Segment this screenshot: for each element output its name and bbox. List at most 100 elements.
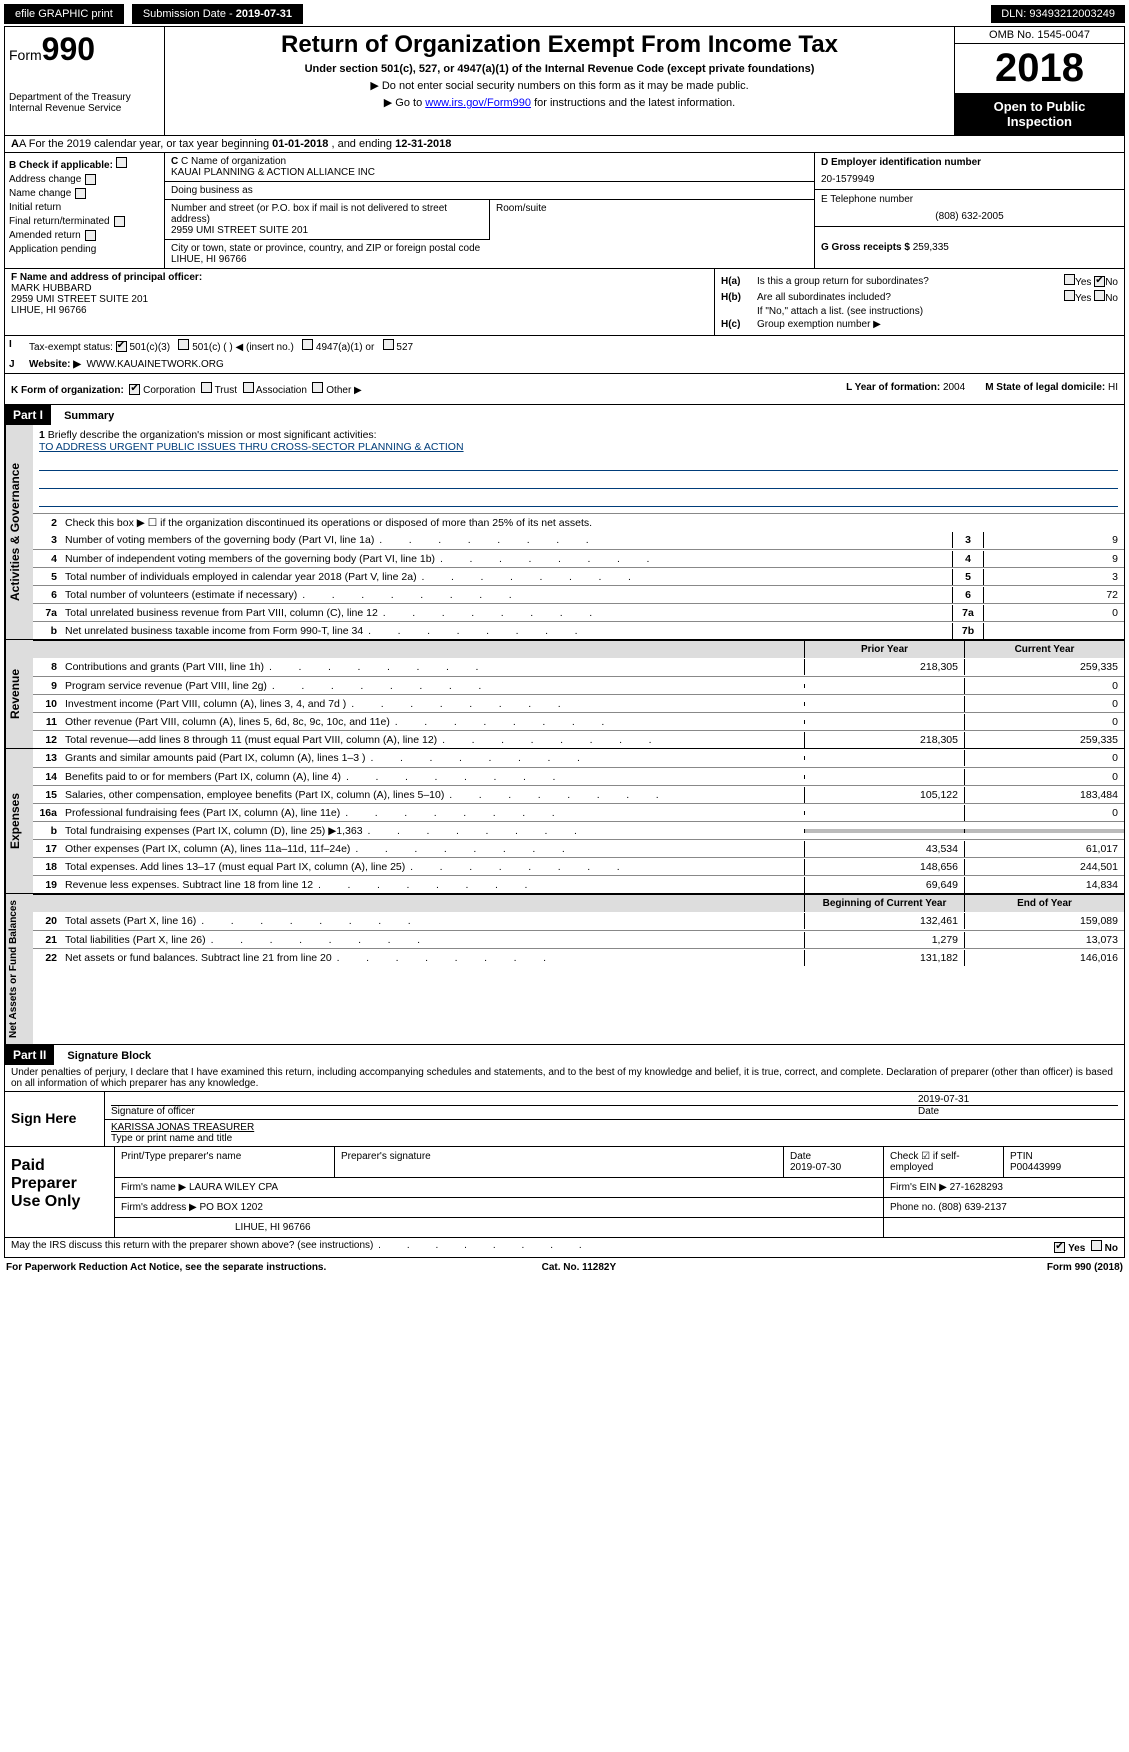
sign-here-label: Sign Here bbox=[5, 1092, 105, 1146]
checkbox-icon[interactable] bbox=[312, 382, 323, 393]
footer-cat: Cat. No. 11282Y bbox=[542, 1262, 616, 1273]
cb-address-change[interactable]: Address change bbox=[9, 174, 160, 185]
revenue-label: Revenue bbox=[5, 640, 33, 748]
cb-initial-return[interactable]: Initial return bbox=[9, 202, 160, 213]
form-number: Form990 bbox=[9, 31, 160, 68]
row-fh: F Name and address of principal officer:… bbox=[4, 269, 1125, 336]
h-b-note: If "No," attach a list. (see instruction… bbox=[721, 306, 1118, 317]
checkbox-icon[interactable] bbox=[1091, 1240, 1102, 1251]
org-name: KAUAI PLANNING & ACTION ALLIANCE INC bbox=[171, 167, 808, 178]
revenue-line: 10Investment income (Part VIII, column (… bbox=[33, 694, 1124, 712]
open-public: Open to Public Inspection bbox=[955, 93, 1124, 135]
cb-amended[interactable]: Amended return bbox=[9, 230, 160, 241]
expense-line: bTotal fundraising expenses (Part IX, co… bbox=[33, 821, 1124, 839]
header-right: OMB No. 1545-0047 2018 Open to Public In… bbox=[954, 27, 1124, 135]
checkbox-checked-icon[interactable] bbox=[116, 341, 127, 352]
expense-line: 18Total expenses. Add lines 13–17 (must … bbox=[33, 857, 1124, 875]
omb-number: OMB No. 1545-0047 bbox=[955, 27, 1124, 44]
summary-line: 6Total number of volunteers (estimate if… bbox=[33, 585, 1124, 603]
expense-line: 16aProfessional fundraising fees (Part I… bbox=[33, 803, 1124, 821]
governance-section: Activities & Governance 1 Briefly descri… bbox=[4, 425, 1125, 640]
room-label: Room/suite bbox=[496, 203, 808, 214]
name-label: C C Name of organization bbox=[171, 156, 808, 167]
revenue-line: 12Total revenue—add lines 8 through 11 (… bbox=[33, 730, 1124, 748]
ein-label: D Employer identification number bbox=[821, 157, 981, 168]
city-label: City or town, state or province, country… bbox=[171, 243, 808, 254]
department: Department of the Treasury Internal Reve… bbox=[9, 92, 160, 114]
header-center: Return of Organization Exempt From Incom… bbox=[165, 27, 954, 135]
form-header: Form990 Department of the Treasury Inter… bbox=[4, 26, 1125, 136]
street: 2959 UMI STREET SUITE 201 bbox=[171, 225, 483, 236]
col-h: H(a) Is this a group return for subordin… bbox=[714, 269, 1124, 335]
checkbox-checked-icon[interactable] bbox=[129, 384, 140, 395]
checkbox-icon[interactable] bbox=[243, 382, 254, 393]
paid-label: Paid Preparer Use Only bbox=[5, 1147, 115, 1237]
cb-pending[interactable]: Application pending bbox=[9, 244, 160, 255]
paid-preparer-row: Paid Preparer Use Only Print/Type prepar… bbox=[5, 1146, 1124, 1237]
footer: For Paperwork Reduction Act Notice, see … bbox=[4, 1258, 1125, 1277]
governance-label: Activities & Governance bbox=[5, 425, 33, 639]
checkbox-icon[interactable] bbox=[116, 157, 127, 168]
h-b: H(b) Are all subordinates included? Yes … bbox=[721, 290, 1118, 304]
checkbox-checked-icon[interactable] bbox=[1054, 1242, 1065, 1253]
checkbox-icon[interactable] bbox=[1094, 290, 1105, 301]
checkbox-icon[interactable] bbox=[201, 382, 212, 393]
website: WWW.KAUAINETWORK.ORG bbox=[87, 359, 224, 370]
tax-year: 2018 bbox=[955, 44, 1124, 93]
part2-header: Part II Signature Block bbox=[4, 1045, 1125, 1065]
subtitle-1: Under section 501(c), 527, or 4947(a)(1)… bbox=[169, 63, 950, 75]
line-2: 2Check this box ▶ ☐ if the organization … bbox=[33, 513, 1124, 531]
cb-final-return[interactable]: Final return/terminated bbox=[9, 216, 160, 227]
discuss-line: May the IRS discuss this return with the… bbox=[5, 1237, 1124, 1257]
checkbox-checked-icon[interactable] bbox=[1094, 276, 1105, 287]
revenue-line: 11Other revenue (Part VIII, column (A), … bbox=[33, 712, 1124, 730]
gross: 259,335 bbox=[913, 242, 949, 253]
h-a: H(a) Is this a group return for subordin… bbox=[721, 274, 1118, 288]
expenses-label: Expenses bbox=[5, 749, 33, 893]
paid-firm-line: Firm's name ▶ LAURA WILEY CPA Firm's EIN… bbox=[115, 1178, 1124, 1198]
expense-line: 13Grants and similar amounts paid (Part … bbox=[33, 749, 1124, 767]
top-bar: efile GRAPHIC print Submission Date - 20… bbox=[4, 4, 1125, 24]
mission-text: TO ADDRESS URGENT PUBLIC ISSUES THRU CRO… bbox=[39, 441, 464, 453]
footer-right: Form 990 (2018) bbox=[1047, 1262, 1123, 1273]
paid-header-line: Print/Type preparer's name Preparer's si… bbox=[115, 1147, 1124, 1178]
dln: DLN: 93493212003249 bbox=[991, 5, 1125, 23]
summary-line: 4Number of independent voting members of… bbox=[33, 549, 1124, 567]
cb-name-change[interactable]: Name change bbox=[9, 188, 160, 199]
f-label: F Name and address of principal officer: bbox=[11, 272, 202, 283]
revenue-line: 9Program service revenue (Part VIII, lin… bbox=[33, 676, 1124, 694]
dba-cell: Doing business as bbox=[165, 182, 814, 200]
checkbox-icon bbox=[114, 216, 125, 227]
part1-header: Part I Summary bbox=[4, 405, 1125, 425]
checkbox-icon[interactable] bbox=[178, 339, 189, 350]
checkbox-icon[interactable] bbox=[383, 339, 394, 350]
tel-cell: E Telephone number (808) 632-2005 bbox=[815, 190, 1124, 227]
row-j: J Website: ▶ WWW.KAUAINETWORK.ORG bbox=[4, 356, 1125, 374]
netassets-label: Net Assets or Fund Balances bbox=[5, 894, 33, 1044]
tel-label: E Telephone number bbox=[821, 194, 913, 205]
irs-link[interactable]: www.irs.gov/Form990 bbox=[425, 97, 531, 109]
ein: 20-1579949 bbox=[821, 174, 1118, 185]
expense-line: 19Revenue less expenses. Subtract line 1… bbox=[33, 875, 1124, 893]
checkbox-icon[interactable] bbox=[1064, 290, 1075, 301]
street-cell: Number and street (or P.O. box if mail i… bbox=[165, 200, 489, 240]
dba-label: Doing business as bbox=[171, 185, 808, 196]
col-b-title: B Check if applicable: bbox=[9, 157, 160, 171]
expense-line: 14Benefits paid to or for members (Part … bbox=[33, 767, 1124, 785]
officer-addr: 2959 UMI STREET SUITE 201 LIHUE, HI 9676… bbox=[11, 294, 148, 316]
checkbox-icon bbox=[85, 230, 96, 241]
column-d: D Employer identification number 20-1579… bbox=[814, 153, 1124, 268]
gross-cell: G Gross receipts $ 259,335 bbox=[815, 227, 1124, 257]
main-info-block: B Check if applicable: Address change Na… bbox=[4, 153, 1125, 269]
row-i: I Tax-exempt status: 501(c)(3) 501(c) ( … bbox=[4, 336, 1125, 356]
subtitle-2: ▶ Do not enter social security numbers o… bbox=[169, 79, 950, 92]
col-header-2: Beginning of Current YearEnd of Year bbox=[33, 894, 1124, 912]
checkbox-icon[interactable] bbox=[1064, 274, 1075, 285]
ein-cell: D Employer identification number 20-1579… bbox=[815, 153, 1124, 190]
netasset-line: 21Total liabilities (Part X, line 26)1,2… bbox=[33, 930, 1124, 948]
address-row: Number and street (or P.O. box if mail i… bbox=[165, 200, 814, 240]
checkbox-icon[interactable] bbox=[302, 339, 313, 350]
subtitle-3: ▶ Go to www.irs.gov/Form990 for instruct… bbox=[169, 96, 950, 109]
city: LIHUE, HI 96766 bbox=[171, 254, 808, 265]
sig-officer-line: Signature of officer 2019-07-31Date bbox=[105, 1092, 1124, 1120]
